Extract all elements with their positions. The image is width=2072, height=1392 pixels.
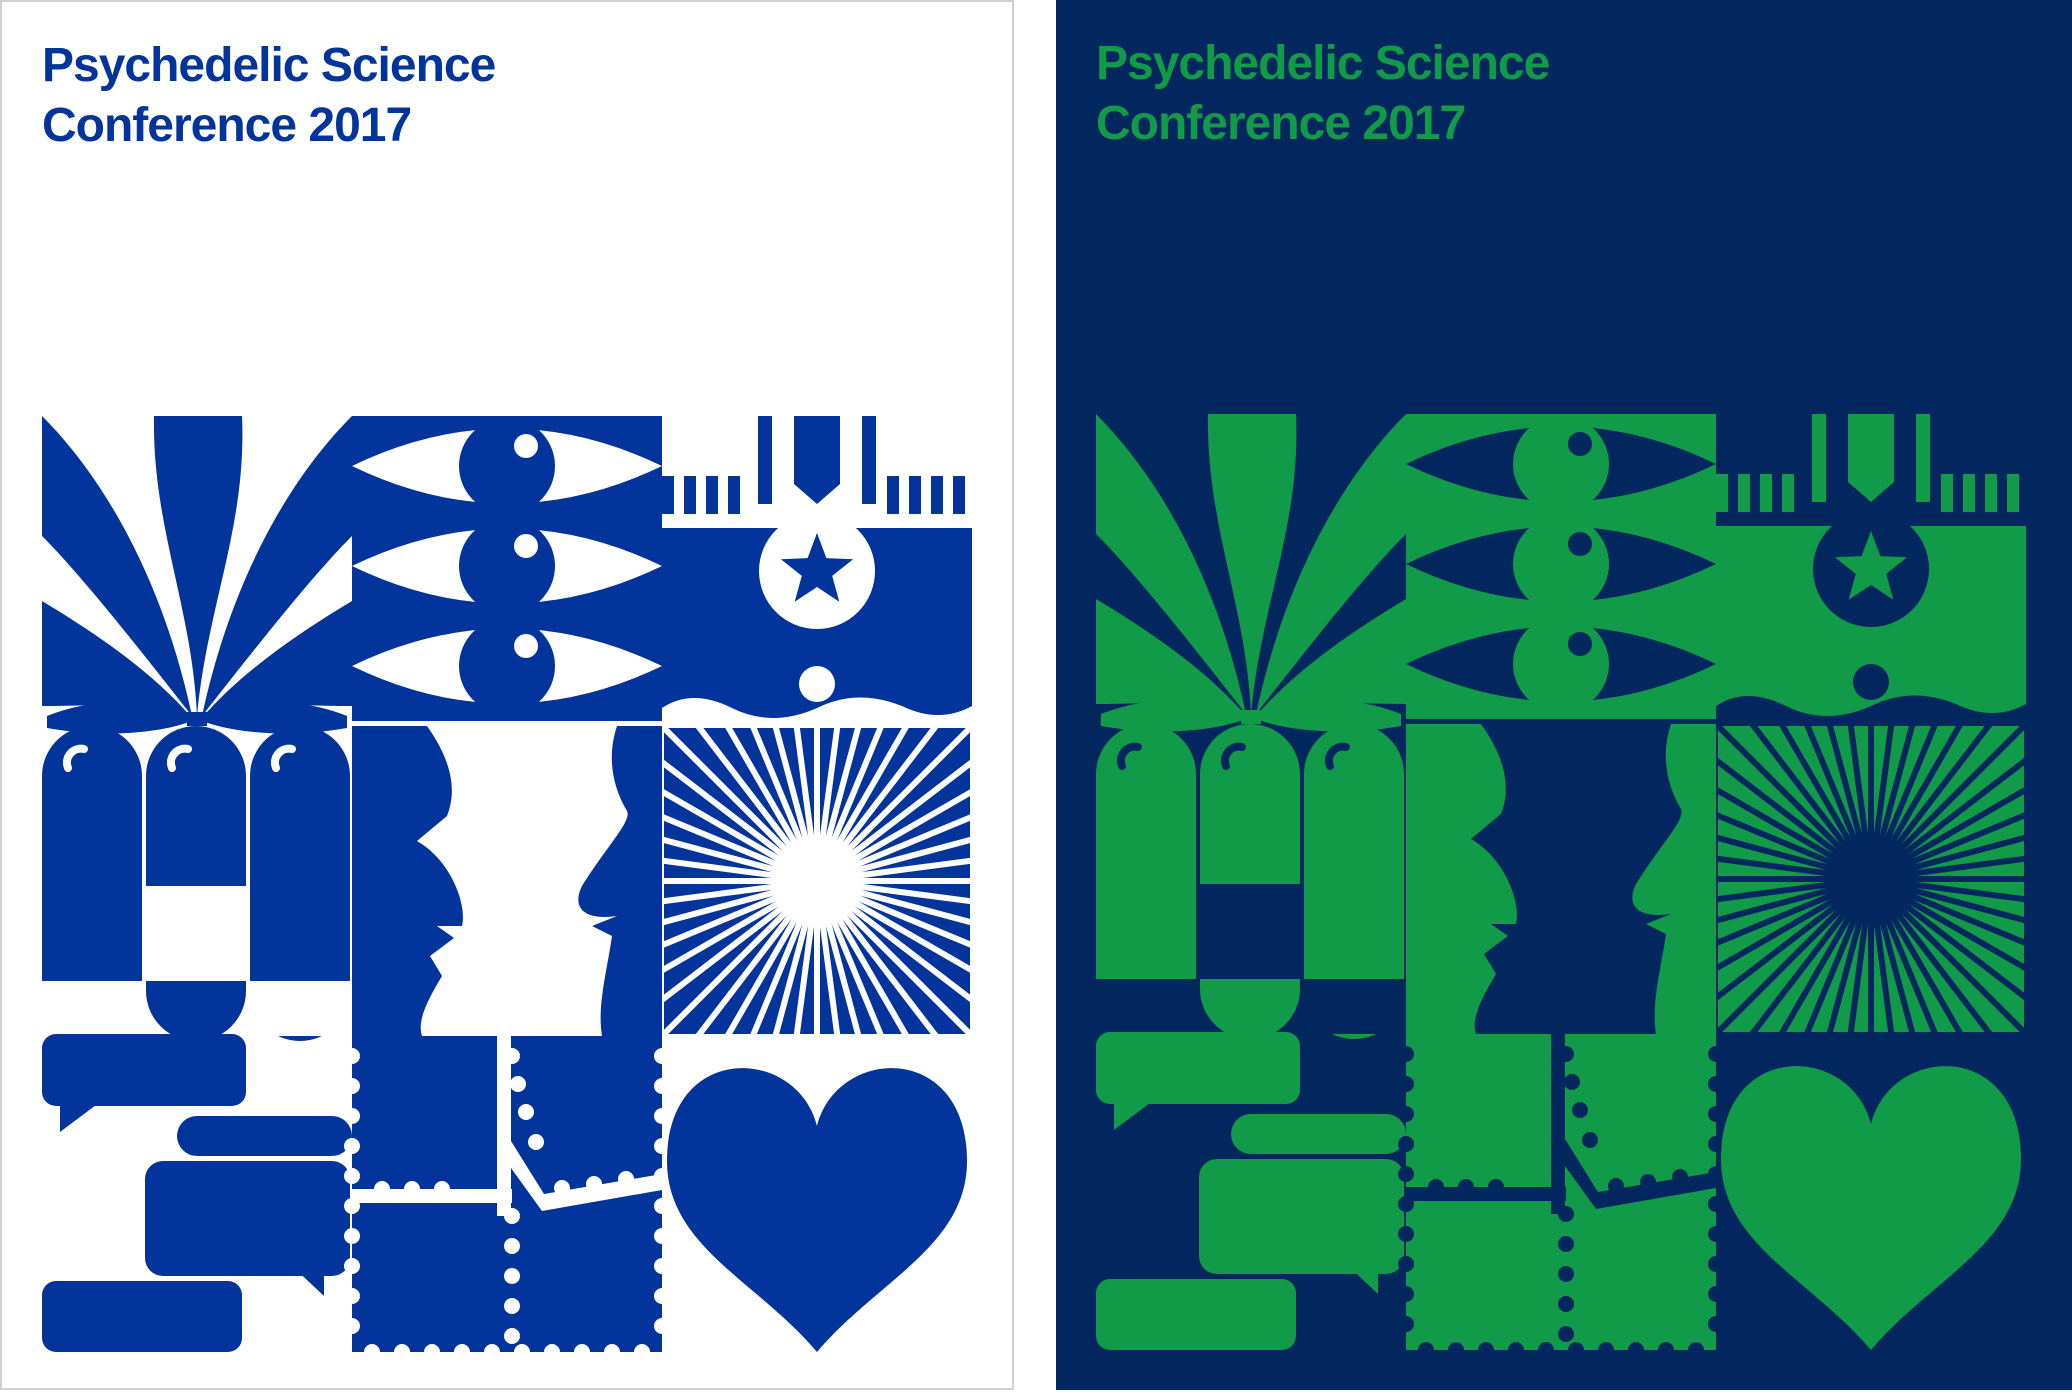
artwork-grid [42, 416, 972, 1352]
speech-bubbles-icon [1096, 1032, 1406, 1350]
poster-light: Psychedelic Science Conference 2017 [0, 0, 1014, 1390]
title-line-1: Psychedelic Science [42, 39, 496, 92]
faces-profile-icon [352, 726, 662, 1036]
title-line-2: Conference 2017 [42, 99, 412, 152]
poster-title: Psychedelic Science Conference 2017 [1096, 34, 1550, 154]
capsules-icon [42, 726, 350, 1041]
poster-dark: Psychedelic Science Conference 2017 [1056, 0, 2072, 1390]
stamp-sheet-icon [344, 1036, 670, 1352]
three-eyes-icon [1406, 414, 1716, 719]
stamp-sheet-icon [1398, 1034, 1724, 1350]
heart-icon [1721, 1066, 2021, 1350]
cannabis-leaf-icon [1096, 414, 1406, 732]
heart-icon [667, 1068, 967, 1352]
faces-profile-icon [1406, 724, 1716, 1034]
cannabis-leaf-icon [42, 416, 352, 734]
sunburst-icon [664, 728, 970, 1034]
three-eyes-icon [352, 416, 662, 721]
speech-bubbles-icon [42, 1034, 352, 1352]
sunburst-icon [1718, 726, 2024, 1032]
medal-star-icon [1716, 414, 2026, 716]
poster-title: Psychedelic Science Conference 2017 [42, 36, 496, 156]
medal-star-icon [662, 416, 972, 718]
title-line-1: Psychedelic Science [1096, 37, 1550, 90]
artwork-grid [1096, 414, 2026, 1350]
title-line-2: Conference 2017 [1096, 97, 1466, 150]
capsules-icon [1096, 724, 1404, 1039]
